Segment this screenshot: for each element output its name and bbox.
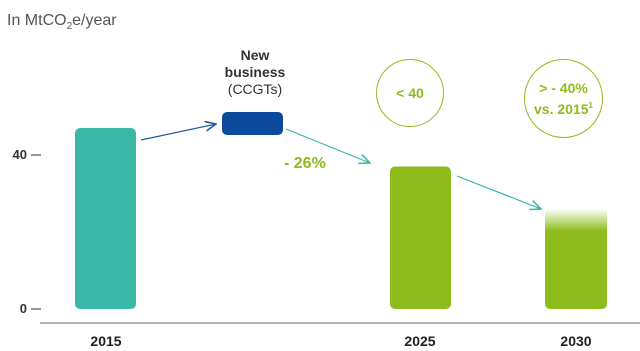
target-2025-circle: < 40 [376, 59, 444, 127]
target-2030-line2: vs. 2015 [534, 101, 589, 117]
bar-0 [75, 128, 136, 309]
unit-label: In MtCO2e/year [7, 12, 117, 32]
y-tick-label-0: 40 [13, 147, 27, 162]
bar-1 [222, 112, 283, 135]
new-business-title-2: business [224, 64, 286, 80]
target-2030-line1: > - 40% [539, 80, 588, 96]
arrow-2025-to-2030 [456, 175, 541, 209]
x-category-label-0: 2015 [90, 333, 121, 349]
new-business-subtitle: (CCGTs) [227, 81, 283, 97]
target-2030-footnote: 1 [588, 101, 593, 110]
target-2025-text: < 40 [396, 85, 424, 101]
new-business-annotation: New business (CCGTs) [210, 47, 300, 98]
bar-3 [545, 208, 607, 309]
x-category-label-1: 2025 [404, 333, 435, 349]
y-tick-label-1: 0 [20, 301, 27, 316]
target-2030-circle: > - 40% vs. 20151 [524, 59, 603, 138]
new-business-title: New [240, 47, 270, 63]
bar-2 [390, 166, 451, 309]
arrow-2015-to-new-business [140, 124, 216, 141]
arrow-new-business-to-2025 [285, 128, 370, 163]
x-category-label-2: 2030 [560, 333, 591, 349]
change-percent-label: - 26% [284, 155, 326, 172]
